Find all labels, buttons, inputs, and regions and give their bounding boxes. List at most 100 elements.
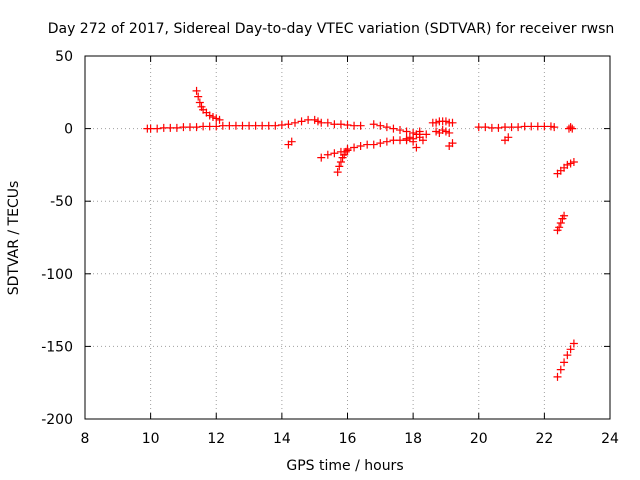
series-descent-a	[553, 157, 578, 178]
data-point	[343, 146, 352, 155]
x-axis-label: GPS time / hours	[286, 458, 403, 474]
data-points	[143, 86, 578, 381]
data-point	[445, 128, 454, 137]
data-point	[560, 211, 569, 220]
data-point	[569, 157, 578, 166]
data-point	[481, 123, 490, 132]
data-point	[330, 149, 339, 158]
data-point	[369, 120, 378, 129]
data-point	[432, 127, 441, 136]
data-point	[382, 137, 391, 146]
data-point	[415, 127, 424, 136]
x-tick-label: 16	[339, 431, 357, 447]
x-tick-label: 22	[535, 431, 553, 447]
data-point	[192, 86, 201, 95]
data-point	[560, 358, 569, 367]
data-point	[153, 124, 162, 133]
data-point	[514, 123, 523, 132]
data-point	[563, 160, 572, 169]
data-point	[405, 133, 414, 142]
data-point	[441, 127, 450, 136]
x-tick-label: 18	[404, 431, 422, 447]
series-point-22.8	[564, 123, 577, 133]
data-point	[317, 153, 326, 162]
series-lower-arc	[317, 133, 424, 162]
data-point	[336, 120, 345, 129]
data-point	[550, 123, 559, 132]
data-point	[356, 142, 365, 151]
data-point	[350, 143, 359, 152]
series-scatter-20	[501, 133, 513, 145]
data-point	[504, 133, 513, 142]
data-point	[343, 120, 352, 129]
data-point	[291, 118, 299, 127]
x-tick-label: 20	[470, 431, 488, 447]
series-cluster-19	[428, 117, 457, 137]
data-point	[412, 143, 421, 152]
data-point	[313, 117, 322, 126]
data-point	[195, 98, 204, 107]
data-point	[448, 118, 457, 127]
y-axis-label: SDTVAR / TECUs	[6, 181, 22, 296]
data-point	[376, 139, 385, 148]
data-point	[172, 123, 181, 132]
data-point	[563, 351, 572, 360]
y-tick-label: -150	[41, 339, 73, 355]
data-point	[422, 130, 431, 139]
data-point	[555, 223, 564, 232]
y-tick-label: 50	[55, 49, 73, 65]
data-point	[546, 122, 555, 131]
data-point	[192, 123, 201, 132]
data-point	[287, 137, 296, 146]
data-point	[194, 92, 203, 101]
data-point	[205, 111, 214, 120]
data-point	[553, 372, 562, 381]
series-scatter-mid	[284, 127, 457, 152]
data-point	[336, 157, 345, 166]
data-point	[277, 120, 286, 129]
x-tick-label: 12	[207, 431, 225, 447]
data-point	[271, 121, 280, 130]
axis-ticks: 8 10 12 14 16 18 20 22 24 50 0 -50 -100 -150 -200	[41, 49, 619, 447]
y-tick-label: -100	[41, 267, 73, 283]
data-point	[569, 339, 578, 348]
series-descent-c	[553, 339, 578, 381]
data-point	[432, 118, 441, 127]
data-point	[208, 112, 217, 121]
chart-title: Day 272 of 2017, Sidereal Day-to-day VTE…	[48, 21, 615, 37]
data-point	[556, 365, 565, 374]
x-tick-label: 24	[601, 431, 619, 447]
data-point	[323, 150, 332, 159]
data-point	[212, 114, 221, 123]
x-tick-label: 8	[81, 431, 90, 447]
series-dip	[333, 146, 352, 177]
y-tick-label: -200	[41, 412, 73, 428]
data-point	[369, 140, 378, 149]
data-point	[376, 121, 385, 130]
data-point	[418, 136, 427, 145]
data-point	[556, 218, 565, 227]
data-point	[215, 115, 224, 124]
data-point	[409, 137, 418, 146]
data-point	[566, 123, 575, 132]
data-point	[333, 168, 342, 177]
data-point	[389, 124, 398, 133]
data-point	[297, 117, 306, 126]
data-point	[494, 123, 503, 132]
data-point	[402, 127, 411, 136]
data-point	[341, 147, 350, 156]
data-point	[212, 122, 221, 131]
data-point	[566, 345, 575, 354]
series-trace-20-22	[474, 122, 559, 132]
data-point	[335, 162, 344, 171]
x-tick-label: 10	[142, 431, 160, 447]
data-point	[566, 159, 575, 168]
grid	[85, 56, 610, 419]
data-point	[396, 126, 404, 135]
series-rising-arc	[192, 86, 224, 124]
data-point	[356, 121, 365, 130]
series-descent-b	[553, 211, 569, 235]
x-tick-label: 14	[273, 431, 291, 447]
data-point	[323, 118, 332, 127]
